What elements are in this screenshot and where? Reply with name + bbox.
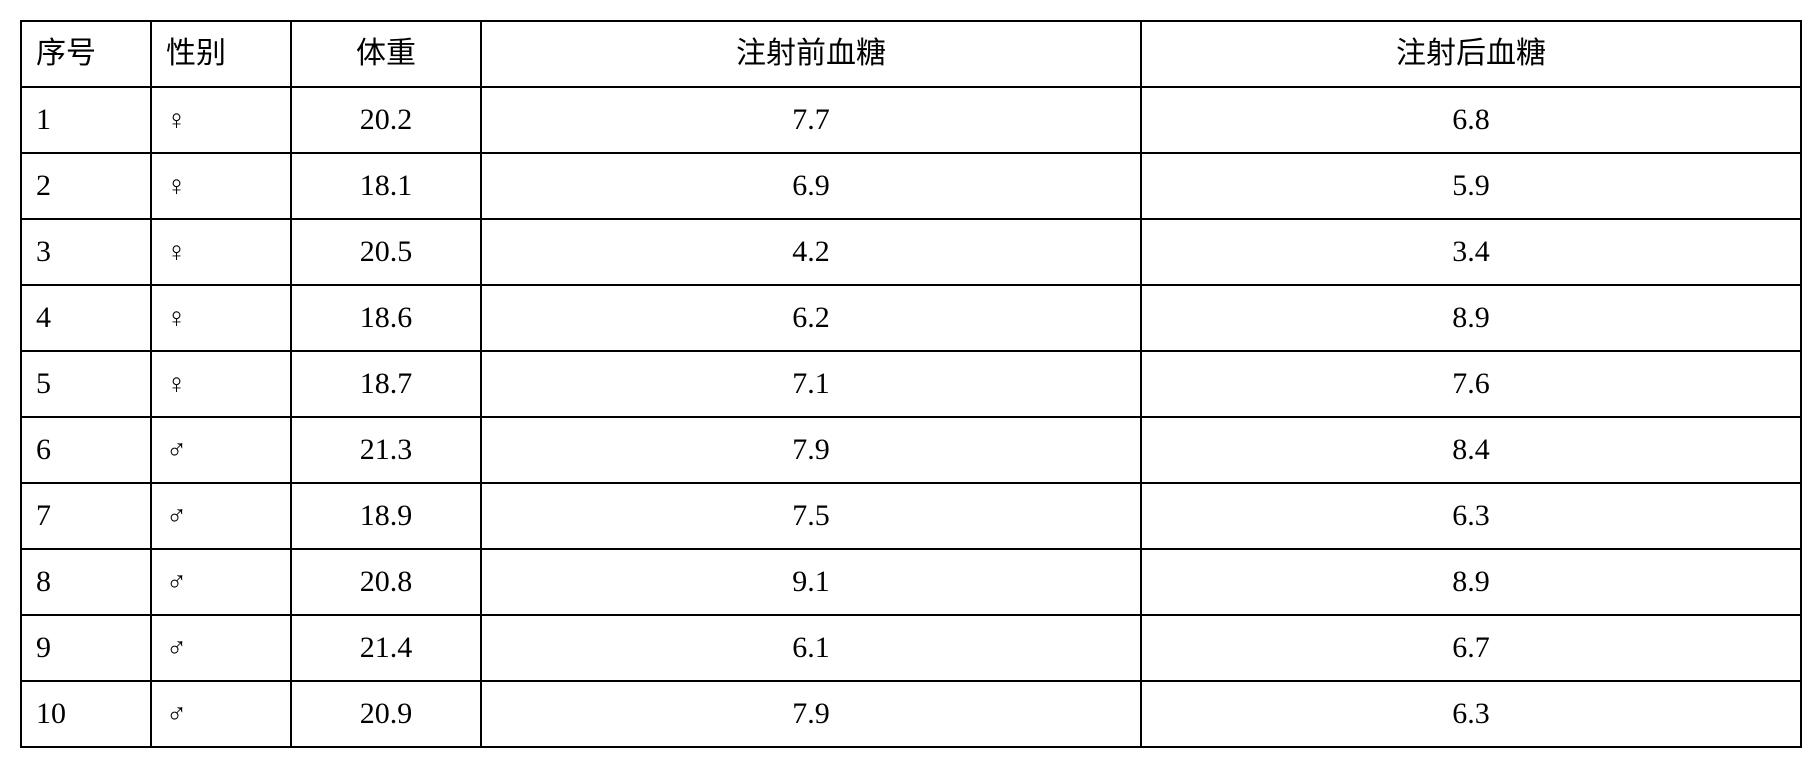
cell-weight: 20.2 bbox=[291, 87, 481, 153]
table-row: 3 ♀ 20.5 4.2 3.4 bbox=[21, 219, 1801, 285]
cell-before: 7.5 bbox=[481, 483, 1141, 549]
cell-weight: 18.6 bbox=[291, 285, 481, 351]
gender-symbol: ♂ bbox=[166, 434, 187, 465]
cell-gender: ♂ bbox=[151, 483, 291, 549]
cell-index: 10 bbox=[21, 681, 151, 747]
cell-after: 3.4 bbox=[1141, 219, 1801, 285]
data-table: 序号 性别 体重 注射前血糖 注射后血糖 1 ♀ 20.2 7.7 6.8 2 … bbox=[20, 20, 1802, 748]
table-row: 1 ♀ 20.2 7.7 6.8 bbox=[21, 87, 1801, 153]
table-header: 序号 性别 体重 注射前血糖 注射后血糖 bbox=[21, 21, 1801, 87]
cell-after: 6.8 bbox=[1141, 87, 1801, 153]
cell-gender: ♀ bbox=[151, 87, 291, 153]
cell-before: 4.2 bbox=[481, 219, 1141, 285]
cell-after: 6.7 bbox=[1141, 615, 1801, 681]
cell-before: 9.1 bbox=[481, 549, 1141, 615]
cell-gender: ♂ bbox=[151, 417, 291, 483]
gender-symbol: ♂ bbox=[166, 698, 187, 729]
table-row: 6 ♂ 21.3 7.9 8.4 bbox=[21, 417, 1801, 483]
gender-symbol: ♂ bbox=[166, 632, 187, 663]
cell-gender: ♂ bbox=[151, 615, 291, 681]
cell-after: 8.9 bbox=[1141, 549, 1801, 615]
cell-weight: 20.5 bbox=[291, 219, 481, 285]
cell-weight: 20.9 bbox=[291, 681, 481, 747]
cell-index: 2 bbox=[21, 153, 151, 219]
cell-gender: ♀ bbox=[151, 351, 291, 417]
header-index: 序号 bbox=[21, 21, 151, 87]
cell-after: 6.3 bbox=[1141, 483, 1801, 549]
table-row: 5 ♀ 18.7 7.1 7.6 bbox=[21, 351, 1801, 417]
header-after: 注射后血糖 bbox=[1141, 21, 1801, 87]
cell-index: 3 bbox=[21, 219, 151, 285]
cell-after: 6.3 bbox=[1141, 681, 1801, 747]
cell-weight: 18.1 bbox=[291, 153, 481, 219]
gender-symbol: ♂ bbox=[166, 500, 187, 531]
cell-gender: ♀ bbox=[151, 153, 291, 219]
table-row: 7 ♂ 18.9 7.5 6.3 bbox=[21, 483, 1801, 549]
table-row: 8 ♂ 20.8 9.1 8.9 bbox=[21, 549, 1801, 615]
cell-weight: 21.4 bbox=[291, 615, 481, 681]
cell-weight: 18.7 bbox=[291, 351, 481, 417]
cell-before: 7.7 bbox=[481, 87, 1141, 153]
cell-before: 6.1 bbox=[481, 615, 1141, 681]
cell-index: 5 bbox=[21, 351, 151, 417]
header-row: 序号 性别 体重 注射前血糖 注射后血糖 bbox=[21, 21, 1801, 87]
table-row: 9 ♂ 21.4 6.1 6.7 bbox=[21, 615, 1801, 681]
header-weight: 体重 bbox=[291, 21, 481, 87]
cell-before: 6.9 bbox=[481, 153, 1141, 219]
cell-gender: ♂ bbox=[151, 549, 291, 615]
header-gender: 性别 bbox=[151, 21, 291, 87]
header-before: 注射前血糖 bbox=[481, 21, 1141, 87]
table-row: 2 ♀ 18.1 6.9 5.9 bbox=[21, 153, 1801, 219]
table-body: 1 ♀ 20.2 7.7 6.8 2 ♀ 18.1 6.9 5.9 3 ♀ 20… bbox=[21, 87, 1801, 747]
cell-index: 7 bbox=[21, 483, 151, 549]
gender-symbol: ♀ bbox=[166, 302, 187, 333]
cell-gender: ♀ bbox=[151, 285, 291, 351]
cell-after: 7.6 bbox=[1141, 351, 1801, 417]
cell-before: 7.1 bbox=[481, 351, 1141, 417]
cell-after: 5.9 bbox=[1141, 153, 1801, 219]
table-row: 4 ♀ 18.6 6.2 8.9 bbox=[21, 285, 1801, 351]
gender-symbol: ♂ bbox=[166, 566, 187, 597]
cell-index: 6 bbox=[21, 417, 151, 483]
cell-after: 8.9 bbox=[1141, 285, 1801, 351]
cell-gender: ♀ bbox=[151, 219, 291, 285]
cell-index: 9 bbox=[21, 615, 151, 681]
cell-before: 6.2 bbox=[481, 285, 1141, 351]
cell-index: 1 bbox=[21, 87, 151, 153]
cell-index: 4 bbox=[21, 285, 151, 351]
cell-gender: ♂ bbox=[151, 681, 291, 747]
cell-after: 8.4 bbox=[1141, 417, 1801, 483]
gender-symbol: ♀ bbox=[166, 170, 187, 201]
cell-weight: 21.3 bbox=[291, 417, 481, 483]
gender-symbol: ♀ bbox=[166, 104, 187, 135]
cell-before: 7.9 bbox=[481, 417, 1141, 483]
gender-symbol: ♀ bbox=[166, 368, 187, 399]
cell-weight: 18.9 bbox=[291, 483, 481, 549]
cell-index: 8 bbox=[21, 549, 151, 615]
cell-before: 7.9 bbox=[481, 681, 1141, 747]
cell-weight: 20.8 bbox=[291, 549, 481, 615]
table-row: 10 ♂ 20.9 7.9 6.3 bbox=[21, 681, 1801, 747]
gender-symbol: ♀ bbox=[166, 236, 187, 267]
